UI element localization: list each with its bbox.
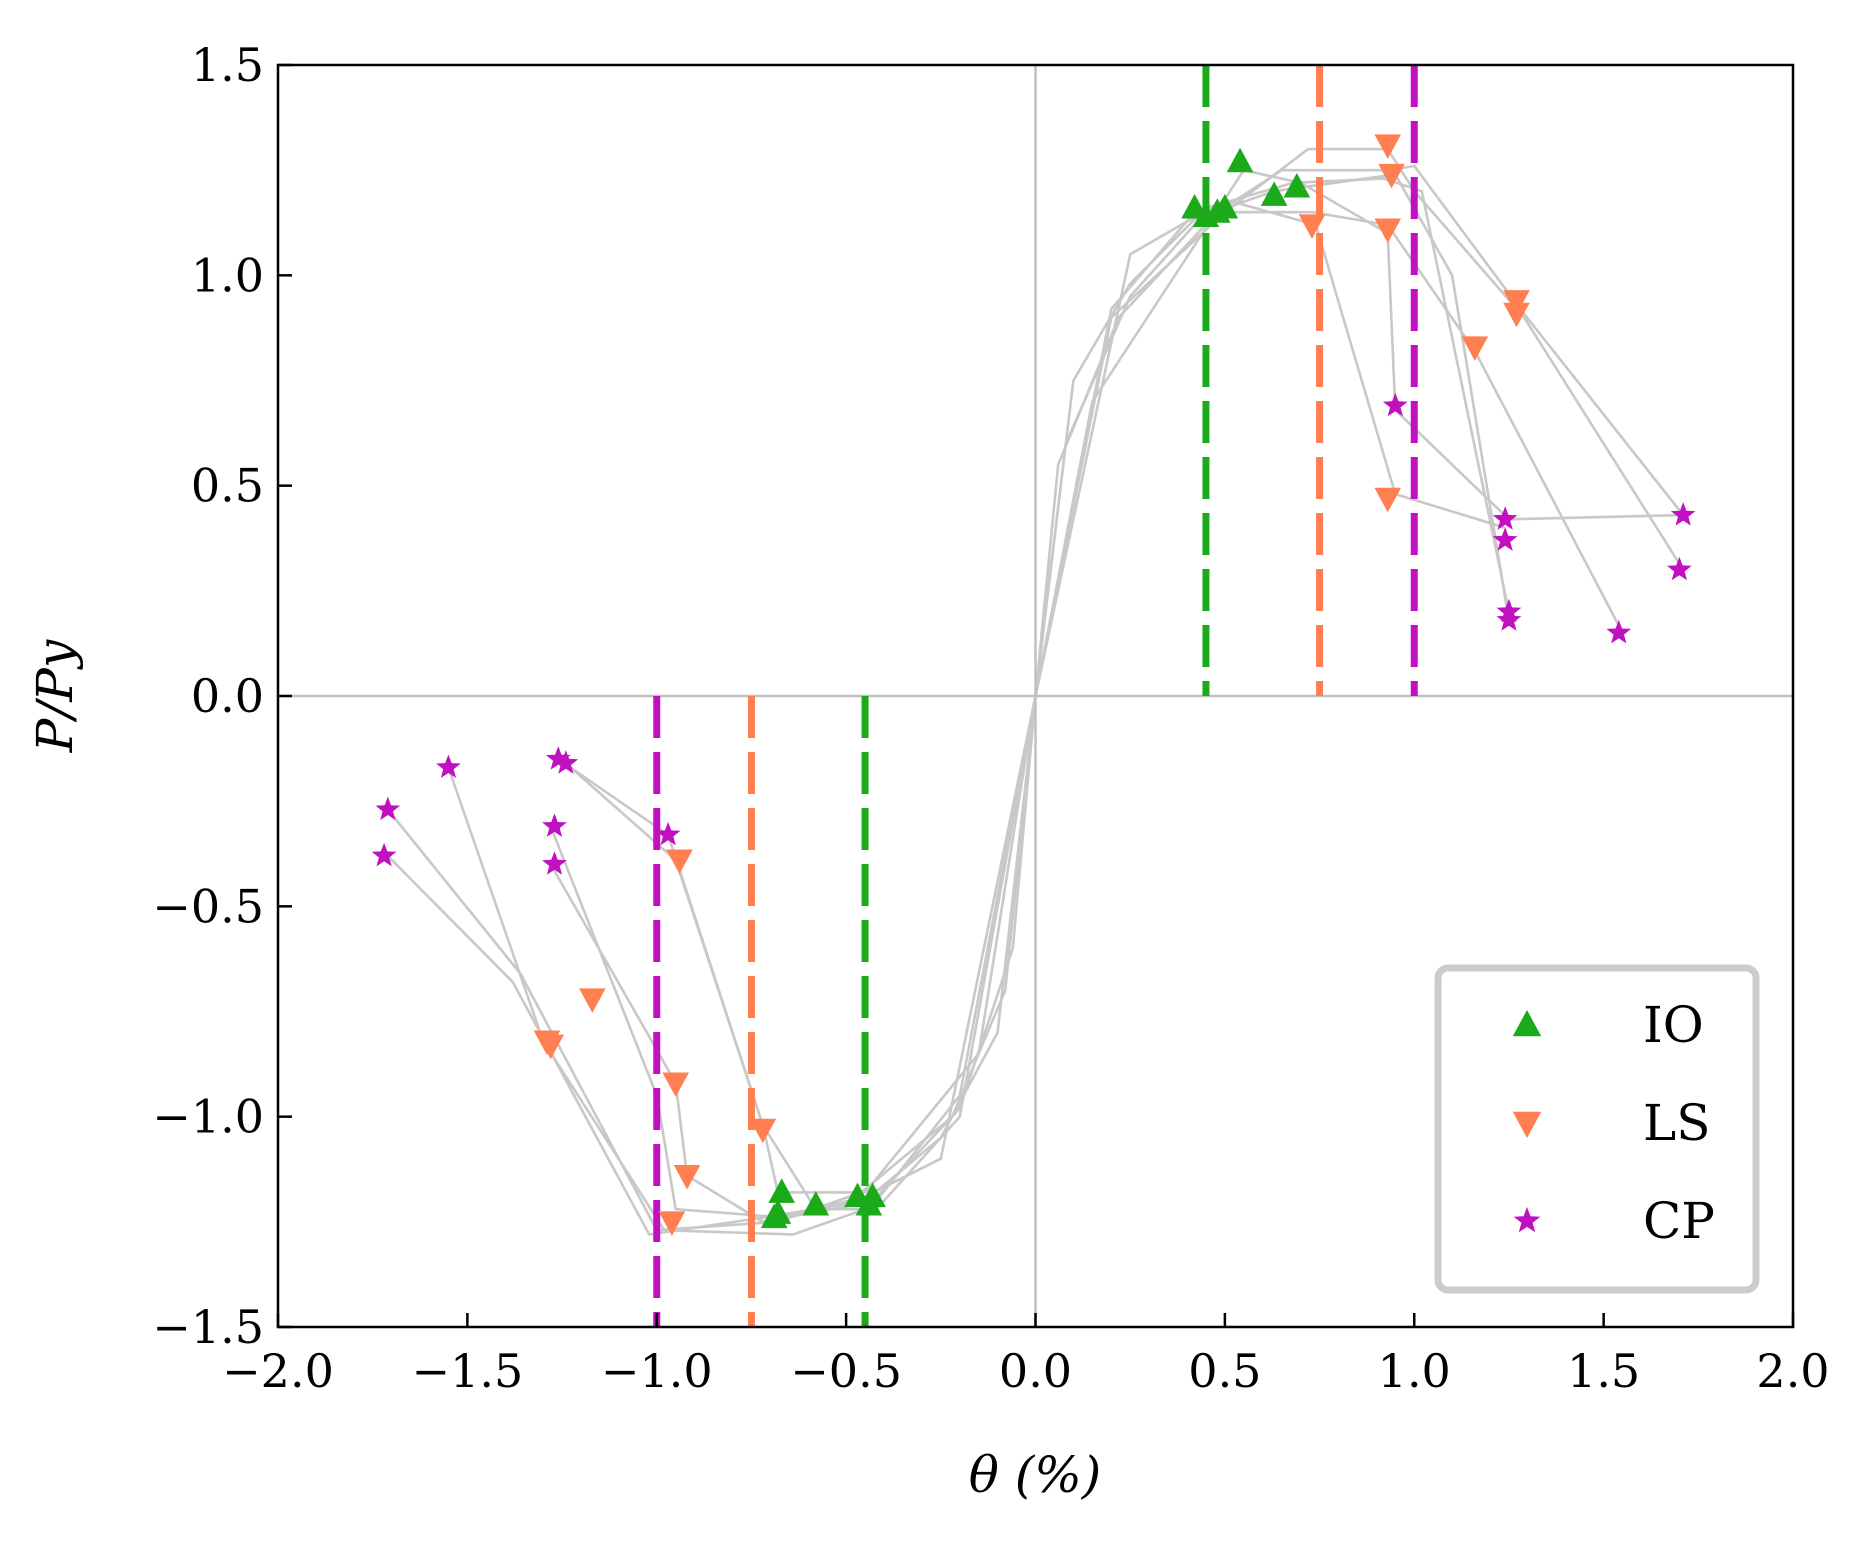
ls-point-16 xyxy=(533,1030,561,1055)
io-point-8 xyxy=(768,1178,796,1203)
zero-lines xyxy=(278,65,1793,1327)
legend-markers xyxy=(1512,1010,1542,1233)
ls-point-5 xyxy=(1374,487,1402,513)
io-point-4 xyxy=(1211,194,1239,219)
ls-point-9 xyxy=(749,1118,777,1144)
hysteresis-curve-2 xyxy=(386,172,1511,1232)
ls-point-12 xyxy=(673,1165,701,1190)
ls-point-13 xyxy=(658,1211,686,1236)
ls-point-8 xyxy=(1503,302,1530,328)
x-axis-title: θ (%) xyxy=(969,1446,1102,1504)
x-tick-label: 0.5 xyxy=(1188,1344,1261,1398)
ls-point-2 xyxy=(1374,134,1402,159)
x-tick-label: 1.5 xyxy=(1567,1344,1640,1398)
ls-point-6 xyxy=(1461,336,1489,361)
legend-marker-io xyxy=(1512,1010,1542,1037)
cp-point-5 xyxy=(1496,607,1522,631)
legend: IO LS CP xyxy=(1434,964,1760,1294)
x-axis-title-text: θ (%) xyxy=(969,1446,1102,1504)
legend-marker-ls xyxy=(1512,1111,1542,1138)
cp-point-10 xyxy=(553,750,579,774)
axis-ticks: −2.0 −1.5 −1.0 −0.5 0.0 0.5 1.0 1.5 2.0−1.5−1.0−… xyxy=(152,38,1829,1398)
cp-point-1 xyxy=(1382,392,1408,417)
y-tick-label: −1.5 xyxy=(152,1300,264,1354)
x-tick-label: 1.0 xyxy=(1378,1344,1451,1398)
y-tick-label: 0.0 xyxy=(191,669,264,723)
cp-point-2 xyxy=(1492,506,1518,530)
ls-point-1 xyxy=(1298,214,1326,239)
ls-point-10 xyxy=(666,849,693,875)
io-point-7 xyxy=(1283,172,1311,198)
io-point-5 xyxy=(1226,147,1254,173)
io-point-10 xyxy=(802,1191,830,1216)
data-points xyxy=(371,134,1696,1236)
x-tick-label: −2.0 xyxy=(222,1344,334,1398)
ls-point-14 xyxy=(579,988,606,1013)
y-tick-label: 0.5 xyxy=(191,459,264,513)
y-tick-label: −1.0 xyxy=(152,1090,264,1144)
legend-label-cp: CP xyxy=(1643,1192,1715,1250)
cp-point-8 xyxy=(1667,556,1692,581)
io-point-14 xyxy=(760,1203,788,1229)
cp-point-11 xyxy=(545,746,571,770)
cp-point-12 xyxy=(542,813,567,837)
io-point-13 xyxy=(859,1182,886,1208)
x-tick-label: −1.0 xyxy=(601,1344,713,1398)
y-axis-title-text: P/Py xyxy=(26,639,84,753)
ls-point-4 xyxy=(1374,218,1402,244)
ls-point-11 xyxy=(662,1072,689,1098)
io-point-6 xyxy=(1260,181,1288,206)
cp-point-14 xyxy=(436,754,461,778)
legend-label-io: IO xyxy=(1643,996,1704,1054)
ls-point-7 xyxy=(1503,290,1530,315)
y-axis-title: P/Py xyxy=(26,639,84,753)
x-tick-label: −1.5 xyxy=(412,1344,524,1398)
y-tick-label: −0.5 xyxy=(152,879,264,933)
ls-point-3 xyxy=(1378,163,1405,189)
cp-point-6 xyxy=(1606,619,1632,644)
cp-point-16 xyxy=(371,842,397,867)
cp-point-9 xyxy=(655,821,681,846)
x-tick-label: 2.0 xyxy=(1756,1344,1829,1398)
threshold-lines xyxy=(653,65,1418,1327)
legend-label-ls: LS xyxy=(1643,1094,1710,1152)
cp-point-3 xyxy=(1492,527,1518,551)
hysteresis-curve-1 xyxy=(386,177,1511,1236)
legend-marker-cp xyxy=(1513,1207,1541,1233)
cp-point-13 xyxy=(542,851,567,875)
legend-frame xyxy=(1434,964,1760,1294)
y-tick-label: 1.5 xyxy=(191,38,264,92)
cp-point-7 xyxy=(1670,502,1696,526)
y-tick-label: 1.0 xyxy=(191,248,264,302)
cp-point-15 xyxy=(375,796,401,821)
x-tick-label: 0.0 xyxy=(999,1344,1072,1398)
hysteresis-curve-5 xyxy=(549,198,1506,1224)
x-tick-label: −0.5 xyxy=(790,1344,902,1398)
